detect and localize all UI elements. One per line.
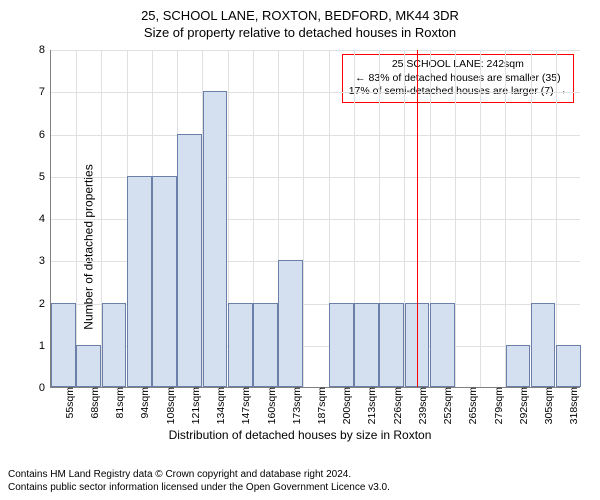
x-tick-label: 226sqm <box>390 387 404 424</box>
annotation-line: ← 83% of detached houses are smaller (35… <box>349 72 567 86</box>
histogram-bar <box>76 345 101 387</box>
histogram-bar <box>51 303 76 388</box>
gridline-v <box>76 50 77 387</box>
chart-title-main: 25, SCHOOL LANE, ROXTON, BEDFORD, MK44 3… <box>0 0 600 23</box>
histogram-bar <box>203 91 228 387</box>
plot-area: 25 SCHOOL LANE: 242sqm ← 83% of detached… <box>50 50 580 388</box>
histogram-bar <box>556 345 581 387</box>
x-tick-label: 213sqm <box>364 387 378 424</box>
footer-line: Contains HM Land Registry data © Crown c… <box>8 468 390 481</box>
y-tick-label: 2 <box>39 298 51 310</box>
histogram-bar <box>354 303 379 388</box>
gridline-v <box>303 50 304 387</box>
y-tick-label: 7 <box>39 86 51 98</box>
histogram-bar <box>177 134 202 388</box>
gridline-h <box>51 92 580 93</box>
histogram-bar <box>127 176 152 387</box>
x-tick-label: 81sqm <box>112 387 126 419</box>
footer-line: Contains public sector information licen… <box>8 481 390 494</box>
x-tick-label: 279sqm <box>491 387 505 424</box>
chart-title-sub: Size of property relative to detached ho… <box>0 23 600 40</box>
chart-container: Number of detached properties 25 SCHOOL … <box>0 44 600 450</box>
x-tick-label: 134sqm <box>213 387 227 424</box>
y-tick-label: 1 <box>39 340 51 352</box>
histogram-bar <box>329 303 354 388</box>
y-tick-label: 5 <box>39 171 51 183</box>
x-tick-label: 173sqm <box>289 387 303 424</box>
annotation-box: 25 SCHOOL LANE: 242sqm ← 83% of detached… <box>342 54 574 103</box>
x-tick-label: 187sqm <box>314 387 328 424</box>
gridline-v <box>505 50 506 387</box>
x-tick-label: 68sqm <box>87 387 101 419</box>
histogram-bar <box>278 260 303 387</box>
gridline-v <box>556 50 557 387</box>
gridline-v <box>480 50 481 387</box>
x-tick-label: 94sqm <box>137 387 151 419</box>
x-tick-label: 55sqm <box>62 387 76 419</box>
x-axis-label: Distribution of detached houses by size … <box>0 428 600 442</box>
x-tick-label: 318sqm <box>566 387 580 424</box>
histogram-bar <box>102 303 127 388</box>
x-tick-label: 121sqm <box>188 387 202 424</box>
histogram-bar <box>228 303 253 388</box>
histogram-bar <box>430 303 455 388</box>
y-tick-label: 0 <box>39 382 51 394</box>
y-tick-label: 8 <box>39 44 51 56</box>
y-tick-label: 4 <box>39 213 51 225</box>
annotation-line: 25 SCHOOL LANE: 242sqm <box>349 58 567 72</box>
x-tick-label: 252sqm <box>440 387 454 424</box>
x-tick-label: 200sqm <box>339 387 353 424</box>
x-tick-label: 239sqm <box>415 387 429 424</box>
x-tick-label: 305sqm <box>541 387 555 424</box>
gridline-h <box>51 135 580 136</box>
histogram-bar <box>506 345 531 387</box>
gridline-v <box>455 50 456 387</box>
x-tick-label: 265sqm <box>465 387 479 424</box>
x-tick-label: 147sqm <box>238 387 252 424</box>
gridline-h <box>51 50 580 51</box>
y-tick-label: 3 <box>39 255 51 267</box>
footer-attribution: Contains HM Land Registry data © Crown c… <box>8 468 390 494</box>
marker-line <box>417 50 418 387</box>
x-tick-label: 108sqm <box>163 387 177 424</box>
x-tick-label: 160sqm <box>264 387 278 424</box>
y-tick-label: 6 <box>39 129 51 141</box>
histogram-bar <box>379 303 404 388</box>
x-tick-label: 292sqm <box>516 387 530 424</box>
histogram-bar <box>531 303 556 388</box>
histogram-bar <box>253 303 278 388</box>
histogram-bar <box>152 176 177 387</box>
